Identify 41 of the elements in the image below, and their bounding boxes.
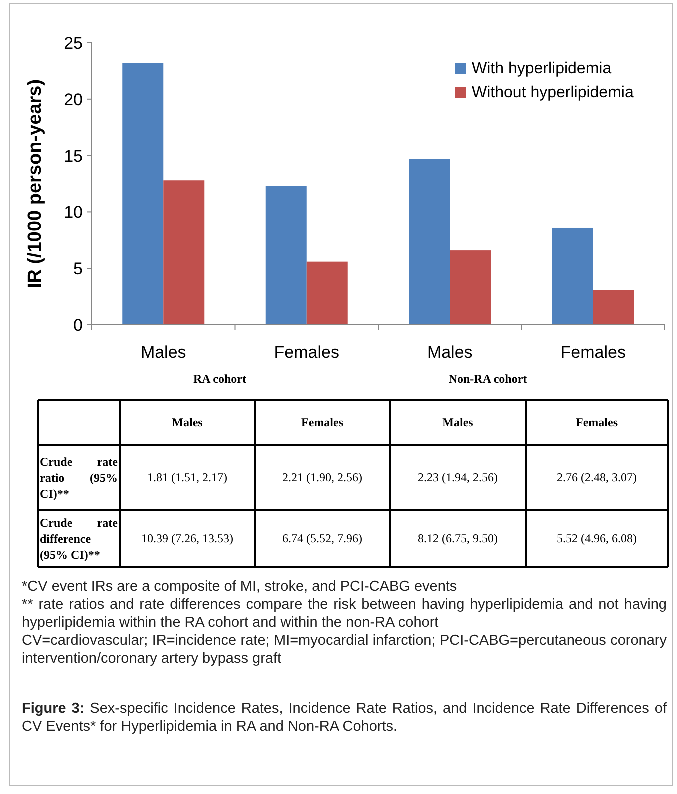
text: 6.74 (5.52, 7.96) [282, 532, 362, 546]
text: RA cohort [194, 372, 246, 386]
x-tick-label: Females [560, 343, 626, 362]
text: *CV event IRs are a composite of MI, stroke, and PCI-CABG events [22, 578, 458, 596]
y-tick-label: 20 [64, 90, 83, 110]
bar [306, 262, 348, 325]
text: Females [302, 416, 344, 430]
caption: Figure 3: Sex-specific Incidence Rates, Incidence Rate Ratios, and Incidence Rate Differences of CV Events* for Hyperlipidemia in RA and Non-RA Cohorts. [22, 700, 668, 736]
text: 2.23 (1.94, 2.56) [418, 470, 498, 485]
bar [552, 228, 594, 325]
y-tick-label: 0 [74, 316, 83, 335]
text: 1.81 (1.51, 2.17) [148, 470, 228, 485]
y-tick-label: 15 [64, 146, 83, 166]
text: 8.12 (6.75, 9.50) [418, 532, 498, 546]
bar [164, 180, 205, 325]
text: Crude rate difference (95% CI)** [40, 514, 118, 562]
text: 10.39 (7.26, 13.53) [142, 532, 234, 546]
text: 5.52 (4.96, 6.08) [557, 532, 637, 546]
text: 2.76 (2.48, 3.07) [557, 470, 637, 485]
bar [266, 186, 307, 325]
x-tick-label: Males [427, 343, 473, 362]
bar [122, 63, 164, 325]
text: Non-RA cohort [448, 372, 528, 386]
y-tick-label: 5 [74, 260, 83, 279]
bar [409, 159, 450, 325]
x-tick-label: Females [274, 343, 340, 362]
text: Males [442, 416, 474, 430]
x-tick-label: Males [140, 343, 186, 362]
text: CV=cardiovascular; IR=incidence rate; MI=myocardial infarction; PCI-CABG=percutaneous coronary intervention/coronary artery bypass graft [22, 632, 667, 668]
text: 2.21 (1.90, 2.56) [282, 470, 362, 485]
text: ** rate ratios and rate differences compare the risk between having hyperlipidemia and not having hyperlipidemia within the RA cohort and within the non-RA cohort [22, 596, 667, 632]
text: Crude rate ratio (95% CI)** [40, 454, 118, 502]
legend-label: Without hyperlipidemia [472, 84, 634, 102]
text: Males [172, 416, 204, 430]
bar [593, 290, 634, 325]
y-axis-title: IR (/1000 person-years) [25, 79, 46, 289]
y-tick-label: 10 [64, 203, 83, 222]
legend-label: With hyperlipidemia [472, 60, 612, 78]
y-tick-label: 25 [64, 34, 83, 53]
bar [450, 250, 492, 325]
text: Females [576, 416, 618, 430]
